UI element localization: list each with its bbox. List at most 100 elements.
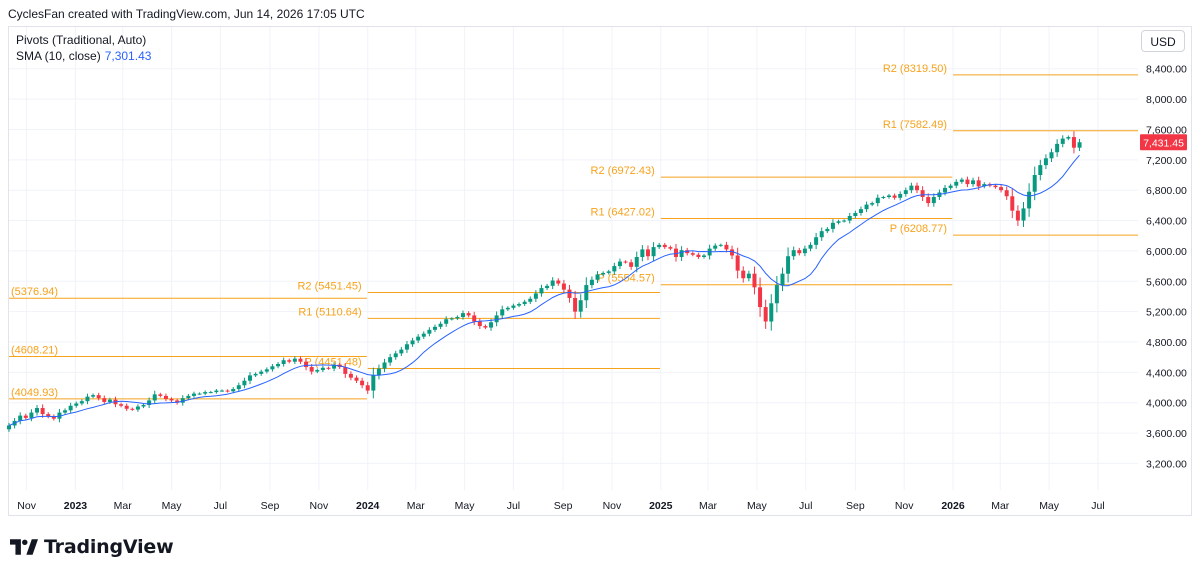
candle-body [1071, 137, 1076, 148]
candle-body [253, 373, 258, 376]
x-tick-label: May [455, 500, 476, 512]
sma-legend-value: 7,301.43 [104, 49, 152, 63]
candle-body [388, 357, 393, 363]
candle-body [825, 228, 830, 232]
candle-body [102, 398, 107, 402]
x-tick-label: Nov [17, 500, 36, 512]
x-tick-label: Jul [507, 500, 520, 512]
pivot-label: P (6208.77) [890, 223, 947, 235]
x-tick-label: 2025 [649, 500, 673, 512]
candle-body [399, 349, 404, 354]
pivot-label: R2 (8319.50) [883, 63, 947, 75]
sma-legend-label: SMA (10, close) [16, 49, 101, 63]
sma-line [8, 154, 1080, 426]
chart-attribution: CyclesFan created with TradingView.com, … [8, 7, 365, 21]
candle-body [124, 405, 129, 409]
candle-body [730, 249, 735, 256]
candle-body [836, 221, 841, 223]
sma-layer [8, 154, 1080, 426]
candle-body [332, 364, 337, 369]
candle-body [1077, 142, 1082, 148]
candle-body [225, 390, 230, 392]
candle-body [214, 390, 219, 393]
y-tick-label: 6,000.00 [1146, 246, 1187, 258]
currency-button[interactable]: USD [1141, 30, 1185, 52]
candle-body [763, 307, 768, 322]
candle-body [595, 274, 600, 280]
y-tick-label: 4,000.00 [1146, 398, 1187, 410]
candle-body [371, 375, 376, 391]
candle-body [444, 319, 449, 324]
x-tick-label: Mar [407, 500, 426, 512]
candle-body [35, 408, 40, 413]
candle-body [281, 360, 286, 365]
candle-body [309, 367, 314, 372]
candle-body [180, 398, 185, 403]
y-tick-label: 6,400.00 [1146, 216, 1187, 228]
candle-body [533, 293, 538, 299]
pivots-legend-label[interactable]: Pivots (Traditional, Auto) [16, 33, 147, 47]
pivot-label: (4049.93) [11, 387, 58, 399]
candle-body [427, 329, 432, 334]
candle-body [135, 406, 140, 410]
y-axis: 3,200.00 3,600.00 4,000.00 4,400.00 4,800.00… [1140, 64, 1187, 470]
candle-body [432, 326, 437, 330]
pivot-layer: (5376.94) (4608.21) (4049.93) R2 (5451.45) R… [9, 63, 1138, 400]
candle-body [276, 364, 281, 367]
candle-body [1032, 175, 1037, 192]
y-tick-label: 4,400.00 [1146, 367, 1187, 379]
candle-body [186, 395, 191, 399]
candle-body [63, 410, 68, 413]
candle-body [416, 336, 421, 341]
x-tick-label: May [162, 500, 183, 512]
candle-body [208, 392, 213, 394]
candle-body [472, 315, 477, 322]
candle-body [943, 187, 948, 193]
candle-body [57, 412, 62, 419]
y-tick-label: 5,600.00 [1146, 276, 1187, 288]
x-tick-label: 2023 [64, 500, 88, 512]
candle-body [752, 273, 757, 288]
candle-body [735, 255, 740, 271]
candle-body [976, 180, 981, 187]
candle-body [830, 222, 835, 229]
candle-body [438, 323, 443, 327]
candle-body [662, 244, 667, 248]
candle-body [505, 307, 510, 310]
candle-body [191, 393, 196, 396]
x-tick-label: Mar [699, 500, 718, 512]
candle-body [1010, 196, 1015, 211]
tradingview-mark-icon [10, 539, 38, 555]
candle-body [79, 401, 84, 404]
candle-body [550, 280, 555, 286]
candle-body [769, 303, 774, 322]
candle-body [175, 400, 180, 403]
sma-legend-row[interactable]: SMA (10, close) 7,301.43 [16, 48, 151, 64]
candle-body [343, 367, 348, 374]
candle-body [797, 250, 802, 254]
candle-body [696, 254, 701, 257]
candle-body [584, 285, 589, 301]
candle-body [500, 309, 505, 316]
candle-body [248, 375, 253, 381]
candle-body [993, 185, 998, 188]
candle-body [679, 250, 684, 257]
candle-body [858, 209, 863, 213]
candle-body [786, 256, 791, 274]
x-tick-label: May [747, 500, 768, 512]
y-tick-label: 5,200.00 [1146, 307, 1187, 319]
y-tick-label: 7,600.00 [1146, 124, 1187, 136]
x-tick-label: Nov [895, 500, 914, 512]
candle-body [573, 297, 578, 312]
x-tick-label: Mar [114, 500, 133, 512]
x-tick-label: 2024 [356, 500, 380, 512]
pivot-label: R2 (5451.45) [297, 281, 361, 293]
candle-body [528, 298, 533, 302]
candle-body [864, 204, 869, 210]
candle-body [1027, 191, 1032, 209]
candle-body [589, 279, 594, 286]
candle-body [556, 280, 561, 284]
candle-body [1049, 152, 1054, 159]
candle-body [147, 400, 152, 405]
